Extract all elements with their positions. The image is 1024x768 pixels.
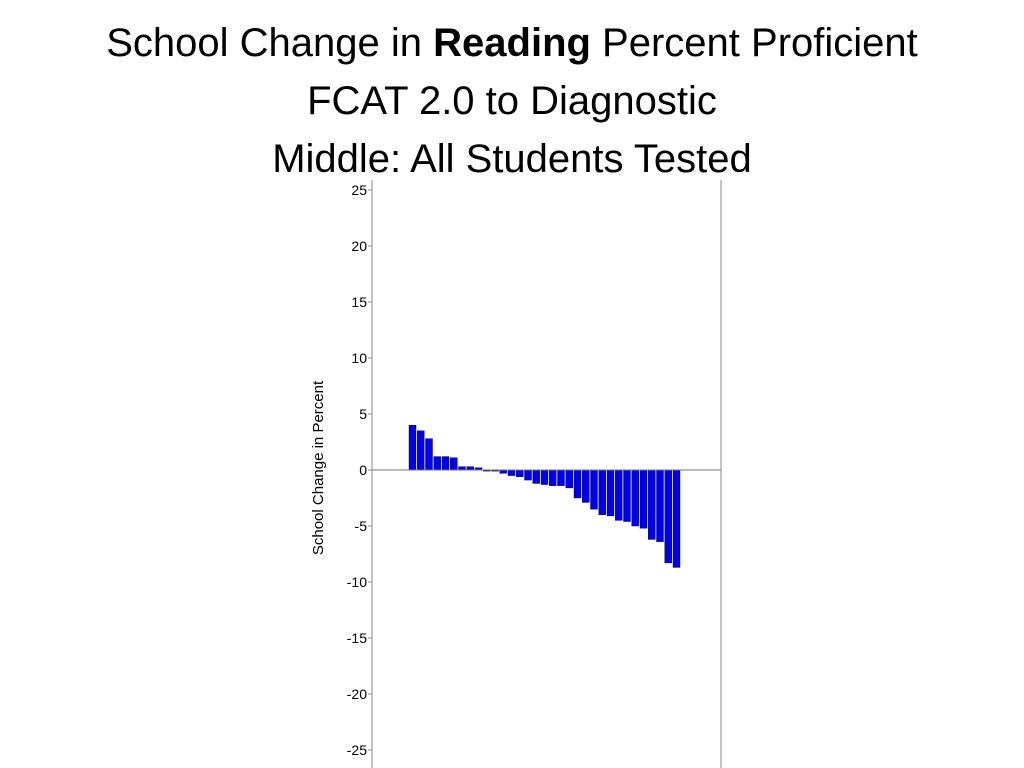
bar — [615, 469, 623, 521]
bar — [573, 469, 582, 499]
bar — [524, 469, 532, 481]
y-tick-label: -15 — [347, 630, 367, 646]
bar — [606, 469, 615, 517]
title-suffix: Percent Proficient — [590, 21, 918, 65]
chart-title: School Change in Reading Percent Profici… — [0, 14, 1024, 188]
title-prefix: School Change in — [106, 21, 434, 65]
bar — [532, 469, 540, 484]
title-line-2: FCAT 2.0 to Diagnostic — [307, 79, 717, 123]
y-tick-label: 25 — [351, 182, 367, 198]
bar — [582, 469, 590, 503]
bar — [631, 469, 639, 527]
bar — [417, 430, 425, 471]
y-tick-label: -5 — [355, 518, 368, 534]
y-tick-label: -20 — [347, 686, 367, 702]
y-axis-ticks: 25 20 15 10 5 0 -5 -10 -15 -20 -25 — [347, 182, 372, 758]
y-tick-label: 20 — [351, 238, 367, 254]
y-tick-label: 5 — [359, 406, 367, 422]
bar — [590, 469, 598, 510]
title-line-1: School Change in Reading Percent Profici… — [0, 14, 1024, 72]
y-tick-label: 15 — [351, 294, 367, 310]
bar — [557, 469, 565, 486]
bar — [507, 469, 516, 476]
y-tick-label: 10 — [351, 350, 367, 366]
bar — [433, 456, 441, 471]
y-tick-label: -10 — [347, 574, 367, 590]
bars — [408, 425, 681, 568]
bar — [623, 469, 631, 522]
bar — [639, 469, 648, 529]
title-subject: Reading — [433, 21, 591, 65]
y-axis-label: School Change in Percent — [310, 380, 327, 555]
bar — [648, 469, 656, 540]
y-tick-label: -25 — [347, 742, 367, 758]
bar — [656, 469, 664, 542]
bar — [598, 469, 606, 515]
bar — [466, 466, 474, 471]
bar — [664, 469, 672, 564]
bar — [458, 466, 466, 471]
bar — [565, 469, 573, 489]
bar — [450, 457, 458, 471]
bar — [441, 456, 450, 471]
bar — [549, 469, 557, 486]
bar — [516, 469, 524, 477]
y-tick-label: 0 — [359, 462, 367, 478]
bar — [408, 425, 417, 471]
bar — [672, 469, 681, 568]
bar — [499, 469, 507, 474]
bar — [540, 469, 549, 485]
title-line-3: Middle: All Students Tested — [272, 137, 752, 181]
bar — [425, 438, 433, 471]
